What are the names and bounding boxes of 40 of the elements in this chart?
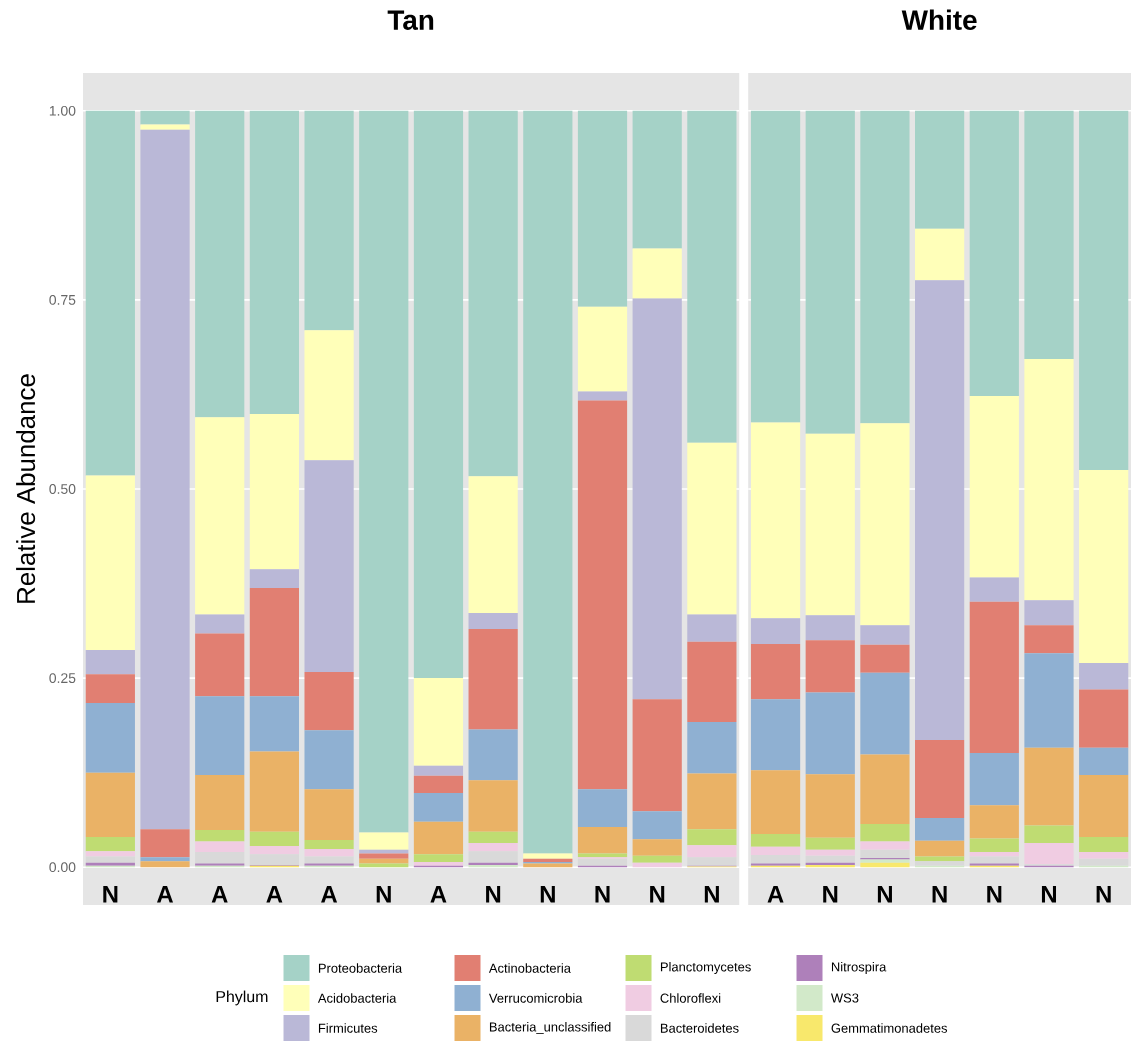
- x-tick-label: A: [156, 886, 174, 903]
- x-tick-label: N: [1096, 886, 1111, 903]
- legend-label: WS3: [830, 993, 859, 1003]
- legend-label: Verrucomicrobia: [488, 993, 583, 1003]
- legend-label: Proteobacteria: [318, 963, 403, 973]
- legend-label: Planctomycetes: [660, 961, 751, 975]
- y-axis-title: Relative Abundance: [16, 374, 36, 603]
- legend-label: Actinobacteria: [488, 963, 571, 973]
- x-tick-label: A: [211, 886, 228, 903]
- x-tick-label: N: [376, 886, 391, 903]
- x-tick-label: N: [540, 886, 555, 903]
- x-tick-label: N: [595, 886, 610, 903]
- x-tick-label: N: [650, 886, 665, 903]
- legend-label: Gemmatimonadetes: [831, 1023, 948, 1033]
- legend-label: Bacteria_unclassified: [489, 1022, 611, 1034]
- x-tick-label: N: [823, 886, 838, 903]
- legend-label: Bacteroidetes: [660, 1023, 739, 1033]
- legend-label: Chloroflexi: [660, 993, 721, 1003]
- x-tick-label: N: [704, 886, 719, 903]
- x-tick-label: N: [103, 886, 118, 903]
- legend-title: Phylum: [216, 990, 268, 1006]
- x-tick-label: N: [932, 886, 947, 903]
- legend-label: Acidobacteria: [317, 993, 397, 1003]
- y-tick-label: 0.50: [49, 484, 76, 494]
- x-tick-label: A: [767, 886, 784, 903]
- y-tick-label: 0.25: [49, 673, 76, 684]
- x-tick-label: A: [321, 886, 338, 903]
- x-tick-label: N: [486, 886, 501, 903]
- legend-label: Nitrospira: [831, 961, 887, 975]
- x-tick-label: A: [266, 886, 283, 903]
- x-tick-label: A: [430, 886, 447, 903]
- y-tick-label: 0.75: [49, 294, 76, 305]
- chart-title: White: [901, 9, 977, 30]
- legend-label: Firmicutes: [318, 1023, 378, 1033]
- y-tick-label: 0.00: [49, 862, 76, 873]
- x-tick-label: N: [1041, 886, 1057, 903]
- y-tick-label: 1.00: [49, 105, 76, 116]
- x-tick-label: N: [987, 886, 1002, 903]
- x-tick-label: N: [877, 886, 892, 903]
- chart-title: Tan: [387, 10, 434, 30]
